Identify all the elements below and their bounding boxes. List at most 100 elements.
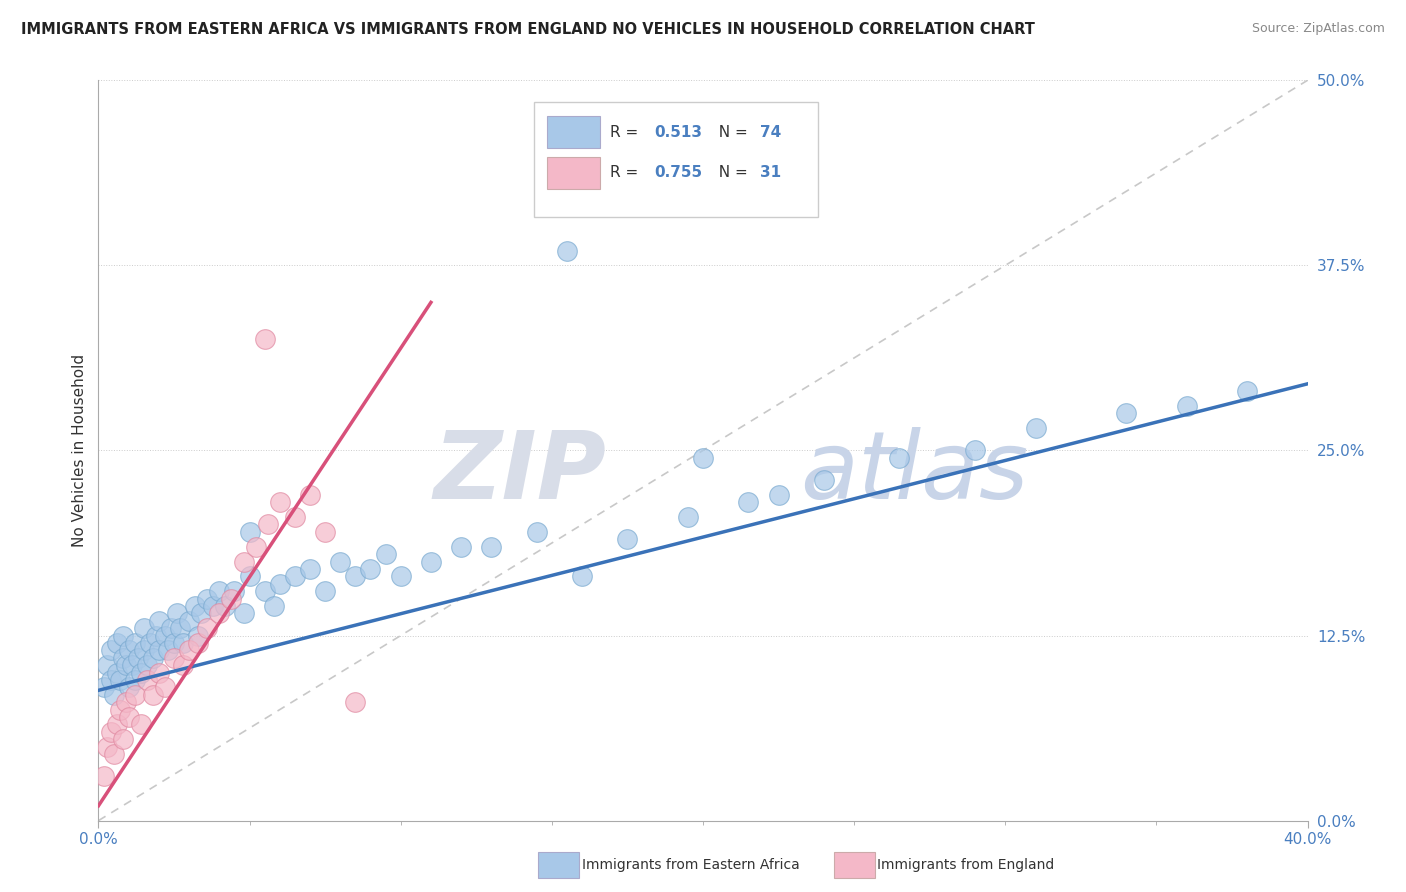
Point — [108, 703, 131, 717]
Point — [96, 739, 118, 754]
Point — [179, 614, 201, 628]
Point — [965, 443, 987, 458]
FancyBboxPatch shape — [534, 103, 818, 218]
Y-axis label: No Vehicles in Household: No Vehicles in Household — [72, 354, 87, 547]
Point — [139, 636, 162, 650]
Point — [111, 628, 134, 642]
Point — [114, 658, 136, 673]
Point — [889, 450, 911, 465]
Text: R =: R = — [610, 165, 643, 180]
Point — [124, 673, 146, 687]
Point — [100, 724, 122, 739]
Point — [1024, 421, 1046, 435]
Point — [118, 710, 141, 724]
Point — [129, 665, 152, 680]
Point — [314, 584, 336, 599]
Point — [813, 473, 835, 487]
Point — [284, 569, 307, 583]
Point — [103, 688, 125, 702]
Point — [103, 747, 125, 761]
Point — [172, 636, 194, 650]
Point — [169, 621, 191, 635]
Point — [187, 628, 209, 642]
Point — [253, 332, 276, 346]
Point — [100, 643, 122, 657]
Point — [105, 665, 128, 680]
Point — [555, 244, 578, 258]
Point — [124, 688, 146, 702]
Point — [256, 517, 278, 532]
Point — [129, 717, 152, 731]
Point — [329, 555, 352, 569]
Point — [616, 533, 638, 547]
Point — [676, 510, 699, 524]
Point — [135, 673, 157, 687]
Point — [156, 643, 179, 657]
Text: 0.755: 0.755 — [655, 165, 703, 180]
Point — [153, 681, 176, 695]
Point — [111, 650, 134, 665]
Point — [142, 650, 165, 665]
Point — [127, 650, 149, 665]
Point — [179, 643, 201, 657]
Point — [195, 621, 218, 635]
Point — [114, 695, 136, 709]
Point — [148, 643, 170, 657]
Point — [571, 569, 593, 583]
Point — [132, 621, 155, 635]
Text: 0.513: 0.513 — [655, 125, 703, 140]
Text: 74: 74 — [759, 125, 782, 140]
Point — [184, 599, 207, 613]
Point — [190, 607, 212, 621]
Point — [100, 673, 122, 687]
Point — [145, 628, 167, 642]
Point — [1236, 384, 1258, 399]
Point — [692, 450, 714, 465]
Point — [132, 643, 155, 657]
Point — [111, 732, 134, 747]
Point — [187, 636, 209, 650]
Point — [1175, 399, 1198, 413]
Point — [344, 695, 367, 709]
Text: N =: N = — [709, 165, 752, 180]
Point — [360, 562, 382, 576]
Text: Immigrants from England: Immigrants from England — [877, 858, 1054, 872]
Point — [239, 569, 262, 583]
Text: IMMIGRANTS FROM EASTERN AFRICA VS IMMIGRANTS FROM ENGLAND NO VEHICLES IN HOUSEHO: IMMIGRANTS FROM EASTERN AFRICA VS IMMIGR… — [21, 22, 1035, 37]
Point — [105, 717, 128, 731]
Point — [105, 636, 128, 650]
Point — [148, 614, 170, 628]
Point — [269, 495, 291, 509]
Text: Source: ZipAtlas.com: Source: ZipAtlas.com — [1251, 22, 1385, 36]
Point — [163, 636, 186, 650]
Point — [108, 673, 131, 687]
Point — [768, 488, 790, 502]
Point — [153, 628, 176, 642]
Text: 31: 31 — [759, 165, 780, 180]
Point — [166, 607, 188, 621]
Point — [314, 524, 336, 539]
Point — [208, 584, 231, 599]
Point — [239, 524, 262, 539]
Point — [142, 688, 165, 702]
Point — [450, 540, 472, 554]
Point — [232, 555, 254, 569]
Point — [253, 584, 276, 599]
Point — [135, 658, 157, 673]
Point — [118, 643, 141, 657]
Point — [284, 510, 307, 524]
Point — [374, 547, 396, 561]
Point — [344, 569, 367, 583]
Text: Immigrants from Eastern Africa: Immigrants from Eastern Africa — [582, 858, 800, 872]
Point — [93, 681, 115, 695]
Point — [160, 621, 183, 635]
FancyBboxPatch shape — [547, 156, 600, 189]
Point — [118, 681, 141, 695]
Point — [269, 576, 291, 591]
Point — [148, 665, 170, 680]
Point — [737, 495, 759, 509]
Point — [1115, 407, 1137, 421]
Text: N =: N = — [709, 125, 752, 140]
Point — [93, 769, 115, 783]
Point — [221, 591, 243, 606]
